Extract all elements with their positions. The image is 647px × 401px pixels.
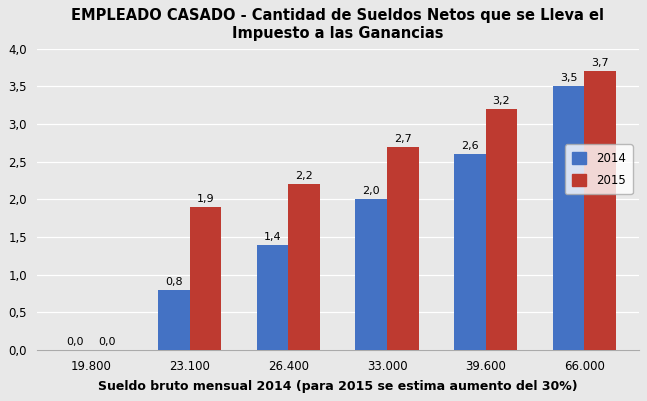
- Text: 1,9: 1,9: [197, 194, 214, 204]
- Text: 3,7: 3,7: [591, 59, 609, 69]
- Text: 2,7: 2,7: [394, 134, 411, 144]
- Title: EMPLEADO CASADO - Cantidad de Sueldos Netos que se Lleva el
Impuesto a las Ganan: EMPLEADO CASADO - Cantidad de Sueldos Ne…: [71, 8, 604, 41]
- Text: 2,2: 2,2: [295, 171, 313, 181]
- Legend: 2014, 2015: 2014, 2015: [565, 144, 633, 194]
- Text: 2,0: 2,0: [362, 186, 380, 196]
- Bar: [355, 199, 387, 350]
- Bar: [486, 109, 518, 350]
- Bar: [289, 184, 320, 350]
- Bar: [158, 290, 190, 350]
- Text: 0,8: 0,8: [165, 277, 182, 287]
- Bar: [454, 154, 486, 350]
- Text: 2,6: 2,6: [461, 141, 479, 151]
- Bar: [387, 147, 419, 350]
- Text: 0,0: 0,0: [98, 337, 116, 347]
- Text: 1,4: 1,4: [264, 232, 281, 241]
- Bar: [257, 245, 289, 350]
- Bar: [553, 87, 584, 350]
- Text: 3,2: 3,2: [492, 96, 510, 106]
- Bar: [584, 71, 616, 350]
- Text: 0,0: 0,0: [67, 337, 84, 347]
- Text: 3,5: 3,5: [560, 73, 577, 83]
- X-axis label: Sueldo bruto mensual 2014 (para 2015 se estima aumento del 30%): Sueldo bruto mensual 2014 (para 2015 se …: [98, 380, 578, 393]
- Bar: [190, 207, 221, 350]
